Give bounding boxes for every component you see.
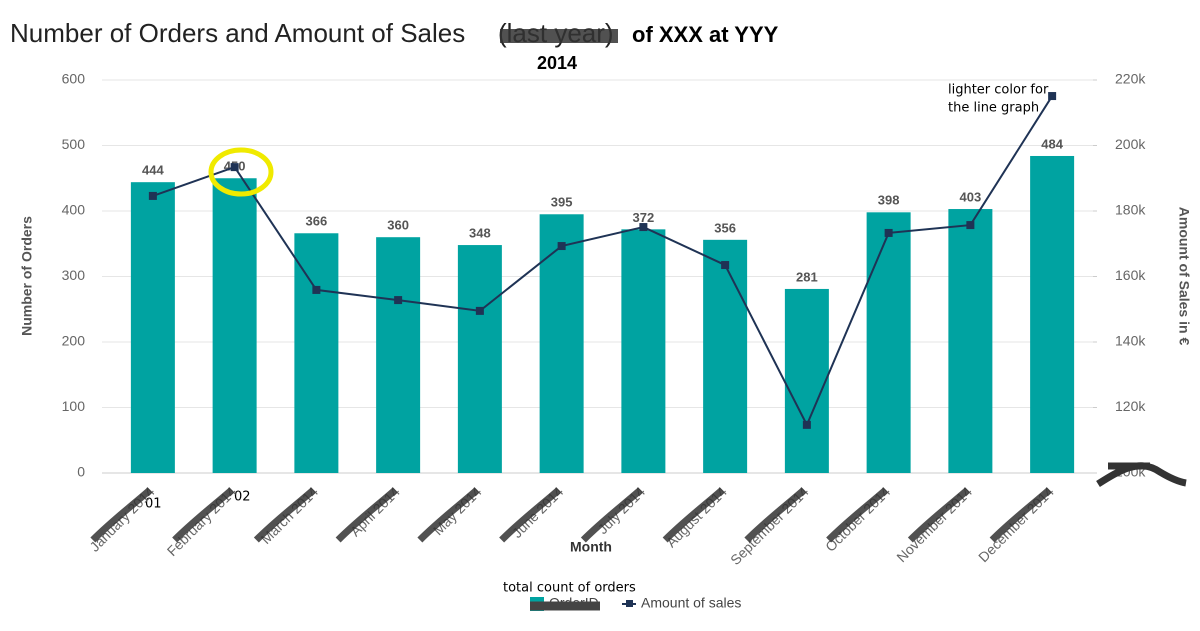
scribble [989, 487, 1052, 543]
y2-axis-title: Amount of Sales in € [1176, 207, 1192, 346]
line-marker [394, 296, 403, 305]
scribble [662, 487, 725, 543]
y2-tick-label: 120k [1115, 398, 1146, 414]
y-tick-label: 600 [62, 71, 86, 87]
line-marker [639, 223, 648, 232]
y-tick-label: 500 [62, 136, 86, 152]
bar-value-label: 372 [633, 210, 655, 225]
overlay [208, 147, 1187, 611]
scribble [826, 487, 888, 543]
bar [130, 182, 175, 473]
x-axis-title: Month [570, 539, 612, 555]
line-marker [148, 191, 157, 200]
scribble [744, 487, 807, 543]
bar-value-label: 281 [796, 269, 818, 284]
scribble [499, 487, 561, 543]
annotation: the line graph [948, 101, 1039, 116]
line-marker [312, 285, 321, 294]
bar [948, 209, 993, 473]
y-axis-title: Number of Orders [19, 216, 35, 336]
bar [457, 245, 502, 473]
y-tick-label: 100 [62, 398, 86, 414]
line-marker [721, 261, 730, 270]
y2-tick-label: 200k [1115, 136, 1146, 152]
y-tick-label: 0 [77, 464, 85, 480]
line-marker [884, 228, 893, 237]
legend-label: Amount of sales [641, 595, 741, 611]
y2-tick-label: 160k [1115, 267, 1146, 283]
chart-title-suffix: of XXX at YYY [632, 22, 779, 47]
scribble [1096, 462, 1187, 487]
line-marker [557, 242, 566, 251]
scribble [335, 487, 398, 543]
bar-value-label: 348 [469, 225, 491, 240]
bar [294, 233, 339, 473]
annotation: total count of orders [503, 581, 636, 596]
highlight-circle [208, 147, 274, 197]
strike-scribble [500, 29, 618, 43]
scribble [907, 487, 970, 543]
sales-line [152, 95, 1053, 428]
y2-tick-label: 180k [1115, 202, 1146, 218]
bar-value-label: 395 [551, 195, 573, 210]
bar-value-label: 403 [960, 189, 982, 204]
bar [784, 288, 829, 473]
line-marker [230, 163, 239, 172]
scribble [90, 487, 153, 543]
bar-value-label: 366 [306, 214, 328, 229]
scribble [172, 487, 234, 543]
line-marker [1048, 92, 1057, 101]
chart-subtitle: 2014 [537, 53, 577, 73]
line-marker [802, 420, 811, 429]
bar-value-label: 356 [714, 220, 736, 235]
y-tick-label: 300 [62, 267, 86, 283]
bar-value-label: 484 [1041, 136, 1063, 151]
bar [212, 178, 257, 473]
annotation: 02 [234, 490, 251, 505]
bar [866, 212, 911, 473]
y2-tick-label: 140k [1115, 333, 1146, 349]
annotation: 01 [145, 497, 162, 512]
y-tick-label: 400 [62, 202, 86, 218]
annotation: lighter color for [948, 83, 1049, 98]
scribble [417, 487, 480, 543]
bar [621, 229, 666, 473]
chart-title: Number of Orders and Amount of Sales [10, 18, 465, 48]
plot: 0100200300400500600100k120k140k160k180k2… [62, 71, 1147, 568]
bar-value-label: 444 [142, 163, 164, 178]
y2-tick-label: 220k [1115, 71, 1146, 87]
bar-value-label: 398 [878, 193, 900, 208]
bar-value-label: 360 [387, 218, 409, 233]
scribble [253, 487, 316, 543]
y-tick-label: 200 [62, 333, 86, 349]
bar [1030, 155, 1075, 474]
legend-swatch [626, 600, 633, 607]
bar [703, 239, 748, 473]
line-marker [475, 306, 484, 315]
bar [539, 214, 584, 473]
line-marker [966, 221, 975, 230]
bar [376, 237, 421, 473]
scribble [580, 487, 643, 543]
